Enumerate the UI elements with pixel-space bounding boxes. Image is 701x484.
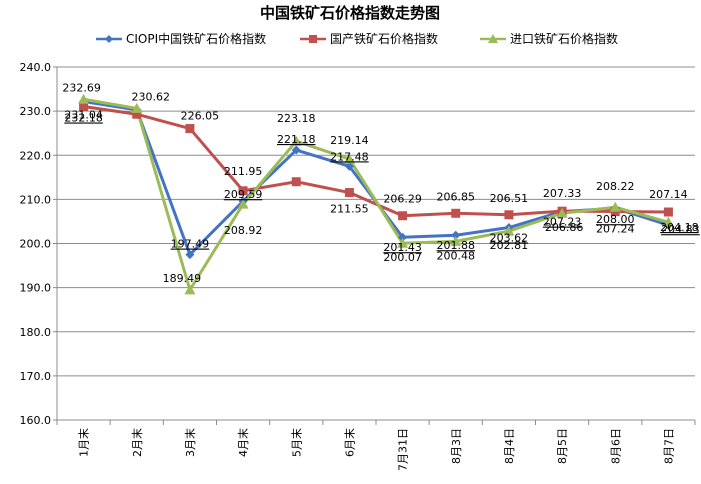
y-tick-label: 170.0 [20, 370, 52, 383]
data-label: 208.00 [596, 213, 635, 226]
x-tick-label: 3月末 [183, 428, 197, 457]
data-label: 209.59 [224, 188, 263, 201]
data-label: 211.55 [330, 203, 369, 216]
x-tick-label: 7月31日 [397, 428, 410, 471]
legend-label-imported: 进口铁矿石价格指数 [510, 31, 618, 46]
legend-item-ciopi: CIOPI中国铁矿石价格指数 [96, 31, 266, 46]
data-label: 200.07 [383, 251, 422, 264]
data-label: 206.85 [437, 190, 476, 203]
y-tick-label: 220.0 [20, 149, 52, 162]
plot-area: 160.0 170.0 180.0 190.0 200.0 210.0 220.0 230.0… [20, 61, 700, 471]
x-tick-label: 5月末 [289, 428, 303, 457]
data-label: 231.04 [64, 109, 103, 122]
data-point [556, 207, 568, 218]
data-label: 208.22 [596, 180, 635, 193]
data-point [185, 250, 195, 260]
data-label: 202.81 [490, 239, 529, 252]
series-line [83, 97, 669, 292]
x-tick-label: 8月5日 [556, 428, 569, 464]
data-point [291, 177, 301, 187]
data-point [609, 201, 621, 212]
data-label: 232.69 [62, 81, 101, 94]
y-tick-label: 240.0 [20, 61, 52, 74]
data-point [79, 102, 89, 112]
data-label: 207.14 [649, 188, 688, 201]
y-tick-label: 190.0 [20, 282, 52, 295]
data-label: 223.18 [277, 112, 316, 125]
data-point [238, 186, 248, 196]
data-label: 189.49 [163, 272, 202, 285]
chart-title: 中国铁矿石价格指数走势图 [260, 4, 440, 22]
data-point [662, 216, 674, 227]
x-tick-label: 2月末 [130, 428, 144, 457]
legend-label-ciopi: CIOPI中国铁矿石价格指数 [126, 31, 266, 46]
legend-item-imported: 进口铁矿石价格指数 [480, 31, 618, 46]
legend: CIOPI中国铁矿石价格指数 国产铁矿石价格指数 进口铁矿石价格指数 [96, 31, 618, 46]
data-point [398, 232, 408, 242]
legend-label-domestic: 国产铁矿石价格指数 [330, 31, 438, 46]
data-label: 211.95 [224, 165, 263, 178]
data-point [184, 284, 196, 295]
data-label: 206.51 [490, 192, 529, 205]
data-label: 200.48 [437, 249, 476, 262]
data-label: 203.62 [490, 232, 529, 245]
data-point [397, 237, 409, 248]
data-label: 197.49 [171, 238, 210, 251]
data-label: 221.18 [277, 133, 316, 146]
legend-marker-square [309, 35, 317, 43]
data-label: 208.92 [224, 224, 263, 237]
data-point [185, 124, 195, 134]
data-point [504, 210, 514, 220]
data-label: 204.18 [660, 221, 699, 234]
data-label: 230.62 [132, 90, 171, 103]
data-point [503, 225, 515, 236]
x-tick-label: 1月末 [77, 428, 91, 457]
data-label: 206.29 [383, 193, 422, 206]
data-label: 204.83 [661, 223, 700, 236]
data-point [451, 230, 461, 240]
data-point [451, 208, 461, 218]
data-point [291, 145, 301, 155]
data-point [663, 207, 673, 217]
data-point [344, 188, 354, 198]
y-tick-label: 160.0 [20, 414, 52, 427]
data-point [290, 135, 302, 146]
data-point [131, 102, 143, 113]
x-tick-label: 8月6日 [609, 428, 622, 464]
legend-item-domestic: 国产铁矿石价格指数 [300, 31, 438, 46]
data-point [398, 211, 408, 221]
data-point [343, 153, 355, 164]
y-tick-label: 180.0 [20, 326, 52, 339]
data-label: 207.33 [543, 187, 582, 200]
data-label: 207.23 [543, 216, 582, 229]
x-tick-label: 8月3日 [450, 428, 463, 464]
x-tick-label: 4月末 [236, 428, 250, 457]
data-point [450, 235, 462, 246]
x-tick-label: 8月4日 [503, 428, 516, 464]
data-label: 219.14 [330, 134, 369, 147]
x-tick-label: 6月末 [342, 428, 356, 457]
legend-marker-diamond [105, 35, 113, 43]
data-point [344, 161, 354, 171]
data-label: 217.48 [330, 150, 369, 163]
data-label: 206.86 [545, 221, 584, 234]
data-point [237, 198, 249, 209]
data-label: 232.18 [64, 112, 103, 125]
data-label: 207.24 [596, 223, 635, 236]
data-label: 201.88 [437, 239, 476, 252]
data-label: 201.43 [383, 241, 422, 254]
y-tick-label: 210.0 [20, 193, 52, 206]
data-point [78, 93, 90, 104]
data-label: 226.05 [181, 110, 220, 123]
y-tick-label: 200.0 [20, 238, 52, 251]
y-tick-label: 230.0 [20, 105, 52, 118]
legend-marker-triangle [488, 34, 498, 43]
x-tick-label: 8月7日 [662, 428, 675, 464]
